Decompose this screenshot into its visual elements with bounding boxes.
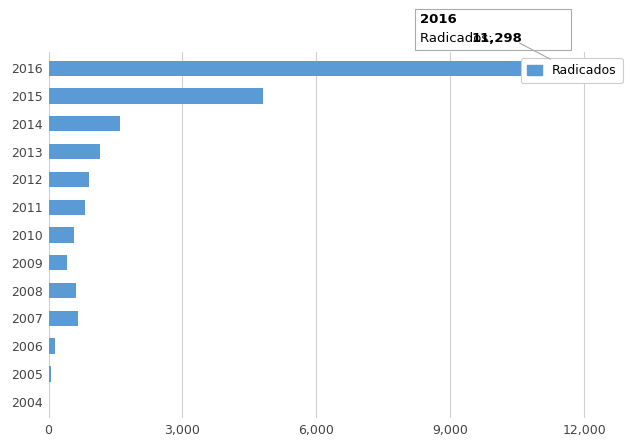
Bar: [49, 366, 51, 382]
Text: 11,298: 11,298: [472, 32, 523, 45]
Bar: [49, 255, 67, 271]
Bar: [49, 60, 553, 76]
Legend: Radicados: Radicados: [520, 58, 623, 83]
Bar: [49, 338, 55, 354]
Text: Radicados:: Radicados:: [420, 32, 497, 45]
Text: 2016: 2016: [420, 13, 457, 26]
Bar: [49, 172, 89, 187]
Bar: [49, 227, 74, 243]
FancyBboxPatch shape: [415, 9, 571, 50]
Bar: [49, 310, 77, 326]
Bar: [49, 283, 76, 298]
Bar: [49, 199, 85, 215]
Bar: [49, 144, 100, 159]
Bar: [49, 88, 263, 103]
Bar: [49, 116, 120, 132]
